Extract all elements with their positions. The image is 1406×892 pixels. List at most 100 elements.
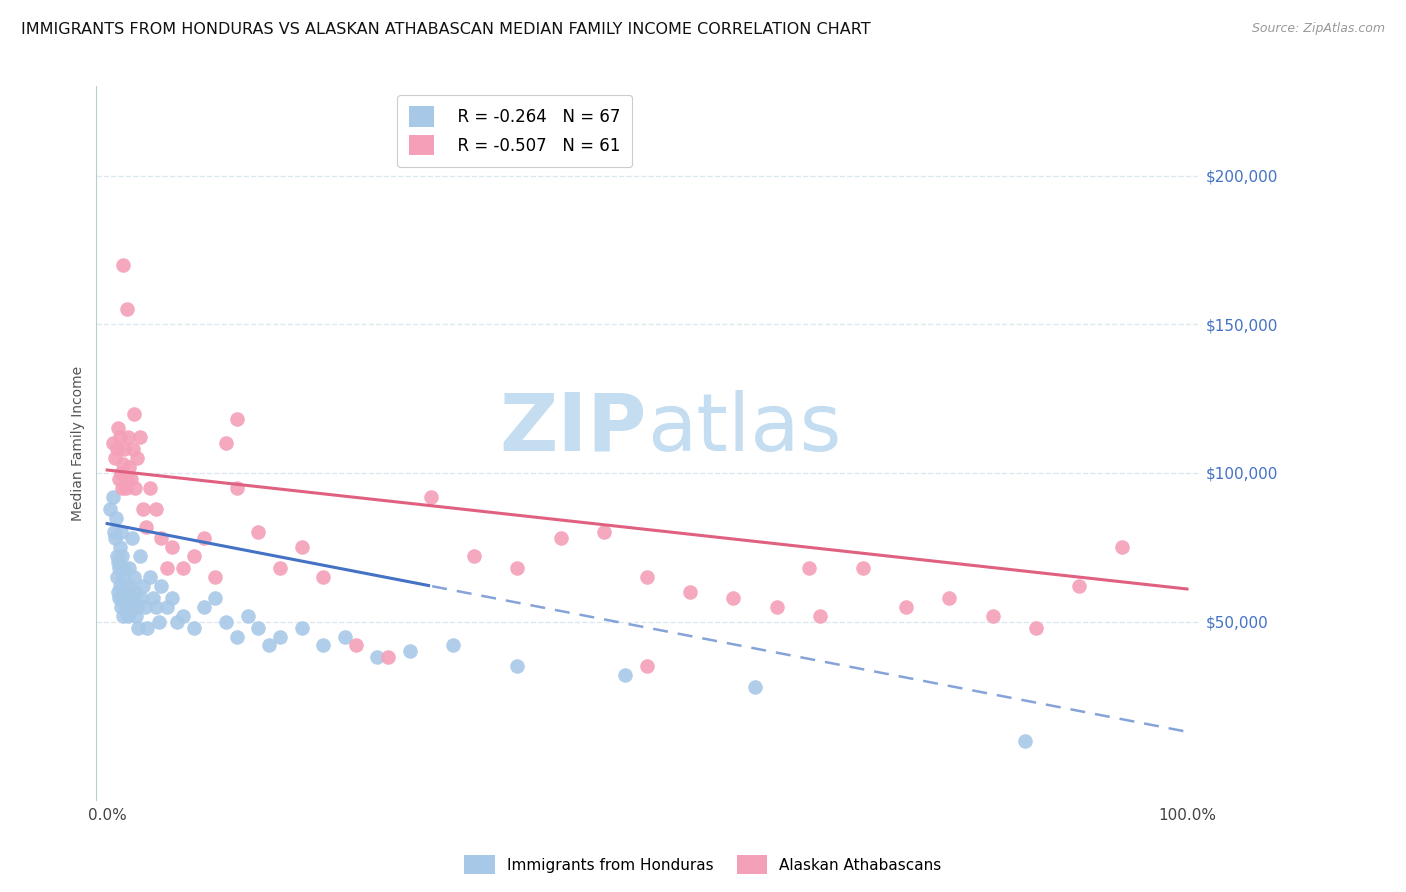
Text: IMMIGRANTS FROM HONDURAS VS ALASKAN ATHABASCAN MEDIAN FAMILY INCOME CORRELATION : IMMIGRANTS FROM HONDURAS VS ALASKAN ATHA… <box>21 22 870 37</box>
Point <box>118 460 141 475</box>
Point <box>110 525 132 540</box>
Point <box>166 615 188 629</box>
Point <box>115 302 138 317</box>
Point <box>269 630 291 644</box>
Point <box>366 650 388 665</box>
Point <box>100 501 122 516</box>
Point <box>139 570 162 584</box>
Point <box>112 457 135 471</box>
Point <box>160 541 183 555</box>
Point <box>128 430 150 444</box>
Point <box>148 615 170 629</box>
Point <box>1067 579 1090 593</box>
Point <box>101 436 124 450</box>
Point <box>107 585 129 599</box>
Point <box>506 659 529 673</box>
Point <box>155 561 177 575</box>
Point <box>155 599 177 614</box>
Point <box>145 501 167 516</box>
Point <box>981 608 1004 623</box>
Point <box>183 549 205 564</box>
Point <box>636 570 658 584</box>
Point <box>398 644 420 658</box>
Point <box>344 639 367 653</box>
Legend: Immigrants from Honduras, Alaskan Athabascans: Immigrants from Honduras, Alaskan Athaba… <box>458 849 948 880</box>
Point <box>108 472 131 486</box>
Point <box>225 412 247 426</box>
Point <box>125 608 148 623</box>
Point <box>112 442 135 457</box>
Point <box>1111 541 1133 555</box>
Point <box>744 680 766 694</box>
Point <box>463 549 485 564</box>
Point <box>160 591 183 605</box>
Point <box>679 585 702 599</box>
Point <box>122 407 145 421</box>
Point <box>127 599 149 614</box>
Point <box>333 630 356 644</box>
Point <box>506 561 529 575</box>
Point <box>441 639 464 653</box>
Point <box>114 481 136 495</box>
Point <box>1014 733 1036 747</box>
Point <box>312 570 335 584</box>
Point <box>105 442 128 457</box>
Point <box>132 501 155 516</box>
Point <box>150 532 173 546</box>
Point <box>114 599 136 614</box>
Point <box>108 541 131 555</box>
Point <box>172 608 194 623</box>
Point <box>593 525 616 540</box>
Point <box>117 430 139 444</box>
Point <box>128 549 150 564</box>
Text: atlas: atlas <box>647 390 841 468</box>
Point <box>132 579 155 593</box>
Point <box>129 591 152 605</box>
Point <box>1025 621 1047 635</box>
Point <box>765 599 787 614</box>
Point <box>107 555 129 569</box>
Point <box>118 579 141 593</box>
Point <box>115 591 138 605</box>
Point <box>136 621 159 635</box>
Point <box>122 570 145 584</box>
Point <box>112 570 135 584</box>
Y-axis label: Median Family Income: Median Family Income <box>72 366 86 521</box>
Point <box>127 451 149 466</box>
Point <box>107 421 129 435</box>
Point <box>204 591 226 605</box>
Point <box>108 430 131 444</box>
Point <box>247 525 270 540</box>
Point <box>290 621 312 635</box>
Point <box>124 481 146 495</box>
Point <box>193 599 215 614</box>
Point <box>104 451 127 466</box>
Point <box>550 532 572 546</box>
Point <box>896 599 918 614</box>
Point <box>257 639 280 653</box>
Point <box>118 561 141 575</box>
Point <box>115 472 138 486</box>
Point <box>204 570 226 584</box>
Point <box>105 549 128 564</box>
Point <box>193 532 215 546</box>
Point <box>110 466 132 480</box>
Point <box>420 490 443 504</box>
Point <box>127 621 149 635</box>
Point <box>145 599 167 614</box>
Point <box>215 436 238 450</box>
Point <box>139 481 162 495</box>
Text: ZIP: ZIP <box>499 390 647 468</box>
Point <box>111 549 134 564</box>
Point <box>808 608 831 623</box>
Point <box>134 599 156 614</box>
Point <box>852 561 875 575</box>
Point <box>290 541 312 555</box>
Legend:   R = -0.264   N = 67,   R = -0.507   N = 61: R = -0.264 N = 67, R = -0.507 N = 61 <box>398 95 633 167</box>
Point <box>141 591 163 605</box>
Point <box>938 591 960 605</box>
Point <box>150 579 173 593</box>
Point <box>111 591 134 605</box>
Point <box>120 472 142 486</box>
Point <box>172 561 194 575</box>
